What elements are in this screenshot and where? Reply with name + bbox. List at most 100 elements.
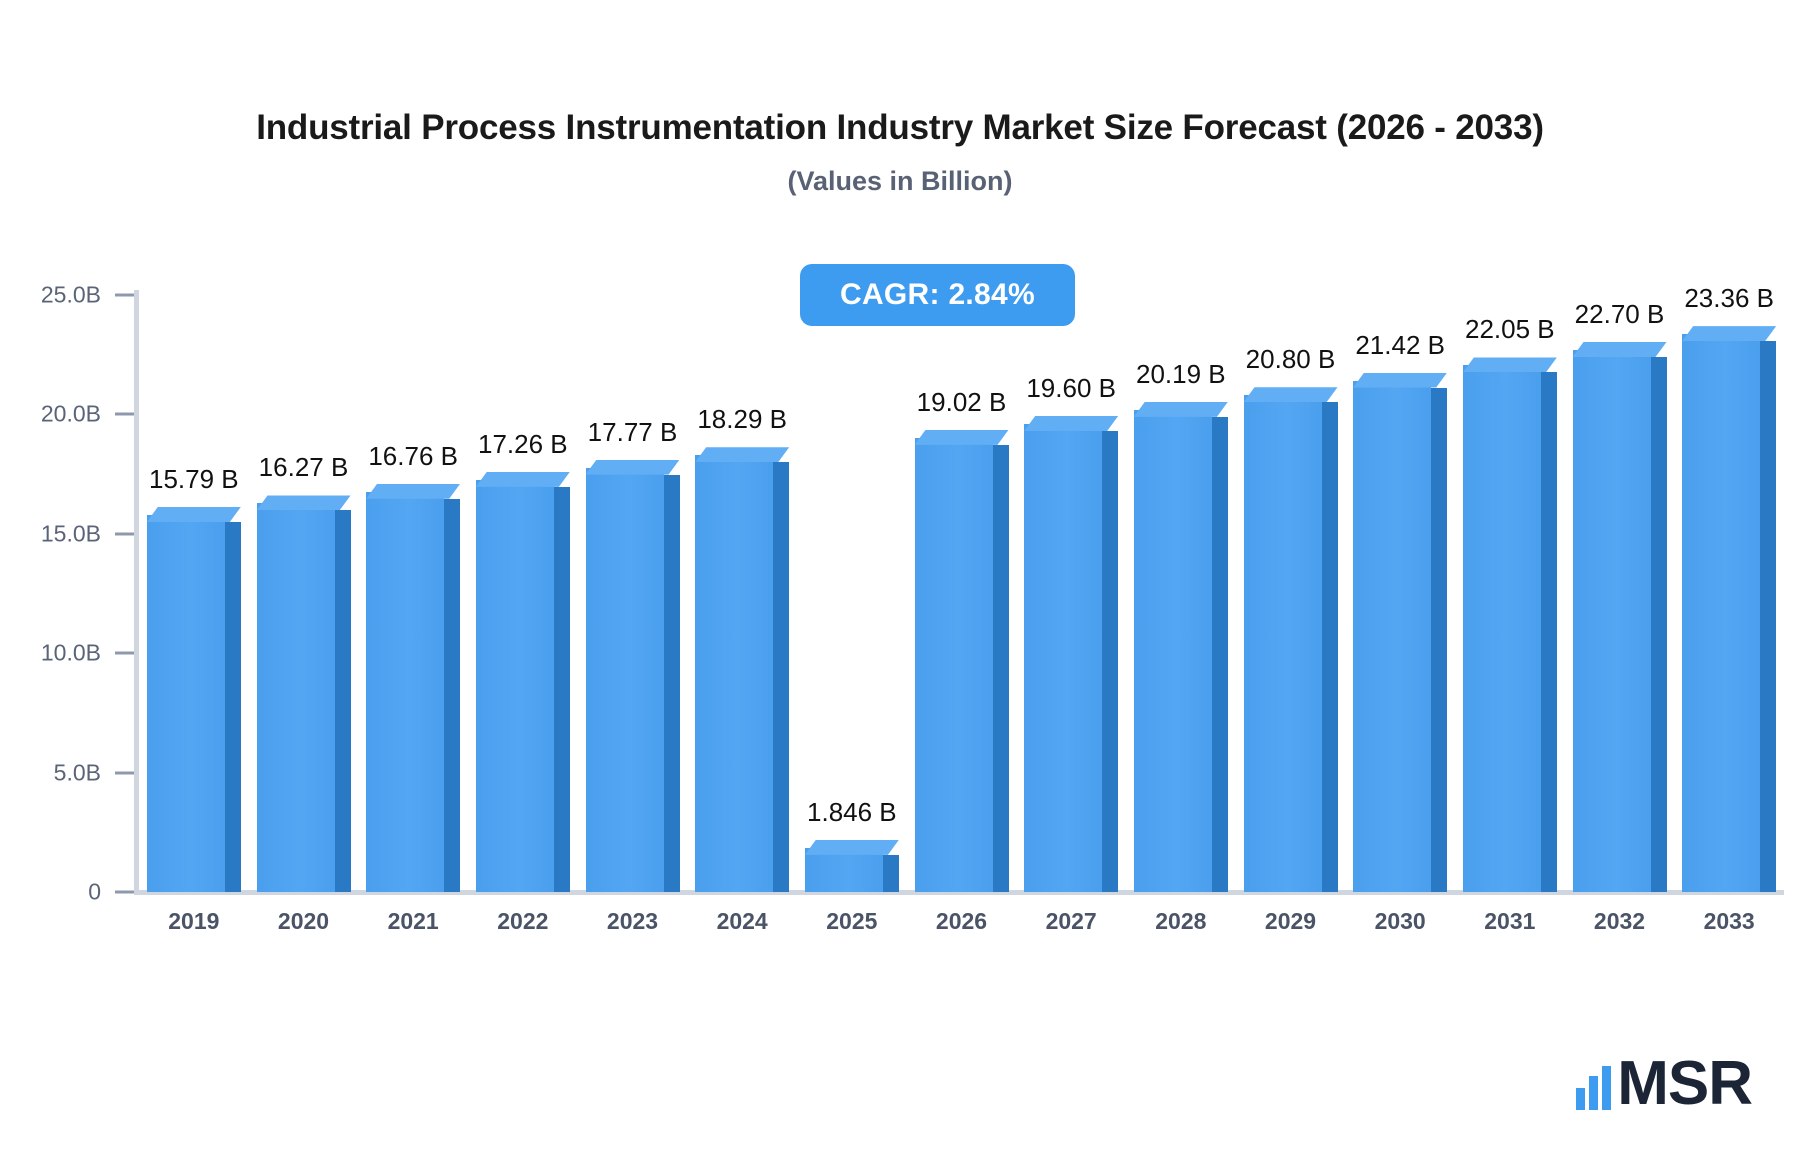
bar-front-face (475, 479, 554, 892)
bar-top-face (1462, 357, 1557, 373)
bar-side-face (1321, 402, 1338, 892)
x-axis-tick-label: 2023 (606, 908, 659, 934)
bar-group[interactable]: 17.77 B (585, 417, 680, 892)
bar-side-face (334, 510, 351, 892)
bar-front-face (146, 514, 225, 892)
bar-top-face (1572, 341, 1667, 357)
x-axis-line (134, 890, 1784, 895)
y-axis-tick: 0 (88, 879, 134, 906)
bar-group[interactable]: 1.846 B (804, 797, 899, 892)
bar-front-face (1133, 409, 1212, 892)
bar-value-label: 16.76 B (368, 440, 458, 471)
x-axis-tick-label: 2030 (1374, 908, 1426, 934)
bar-group[interactable]: 17.26 B (475, 429, 570, 892)
bar-top-face (1353, 372, 1448, 388)
bar-front-face (1243, 395, 1322, 892)
bar-group[interactable]: 21.42 B (1353, 330, 1448, 892)
bar-side-face (773, 462, 790, 892)
x-axis-tick-label: 2025 (826, 908, 878, 934)
bar-front-face (804, 847, 883, 892)
bar-value-label: 21.42 B (1355, 329, 1445, 360)
y-axis-line (134, 290, 139, 892)
bar-side-face (553, 486, 570, 892)
y-axis-tick: 5.0B (54, 759, 134, 786)
bar-group[interactable]: 15.79 B (146, 464, 241, 892)
bar-front-face (1353, 380, 1432, 892)
bar-value-label: 20.80 B (1245, 344, 1336, 375)
bar-side-face (224, 521, 241, 892)
title-block: Industrial Process Instrumentation Indus… (0, 108, 1800, 197)
bar-group[interactable]: 16.27 B (256, 452, 351, 892)
y-axis-tick-mark (115, 412, 134, 416)
y-axis-tick-label: 15.0B (40, 520, 101, 547)
bars-layer: 15.79 B 16.27 B 16.76 B 17.26 B 17.77 B 18.29… (139, 0, 1784, 1156)
bar-value-label: 19.02 B (916, 386, 1007, 417)
bar-front-face (1462, 365, 1541, 892)
bar-top-face (475, 471, 570, 487)
y-axis-tick-label: 5.0B (53, 759, 101, 786)
x-axis-tick-label: 2032 (1593, 908, 1646, 934)
bar-group[interactable]: 22.05 B (1462, 314, 1557, 892)
bar-top-face (585, 459, 680, 475)
chart-subtitle: (Values in Billion) (787, 166, 1013, 196)
bar-group[interactable]: 18.29 B (695, 404, 790, 892)
y-axis-tick: 15.0B (41, 520, 134, 547)
y-axis-tick-mark (115, 890, 134, 894)
bar-top-face (804, 839, 899, 855)
bar-top-face (695, 447, 790, 463)
bar-value-label: 22.70 B (1574, 298, 1665, 329)
bar-group[interactable]: 20.19 B (1133, 359, 1228, 892)
bar-front-face (366, 491, 445, 892)
bar-group[interactable]: 16.76 B (366, 441, 461, 892)
x-axis-tick-label: 2027 (1045, 908, 1097, 934)
bar-top-face (146, 506, 241, 522)
msr-logo: MSR (1576, 1049, 1753, 1119)
bar-front-face (1024, 423, 1103, 892)
y-axis-tick: 10.0B (41, 640, 134, 667)
bar-top-face (1243, 387, 1338, 403)
bar-top-face (366, 483, 461, 499)
bar-group[interactable]: 19.60 B (1024, 373, 1119, 892)
y-axis-tick-label: 10.0B (40, 639, 101, 666)
bar-group[interactable]: 22.70 B (1572, 299, 1667, 892)
x-axis-tick-label: 2019 (168, 908, 220, 934)
bar-value-label: 22.05 B (1465, 314, 1555, 345)
bar-value-label: 17.26 B (478, 428, 568, 459)
bar-side-face (444, 498, 461, 892)
y-axis-tick-mark (115, 293, 134, 297)
bar-top-face (1682, 326, 1777, 342)
bar-side-face (1760, 341, 1777, 892)
y-axis-tick-mark (115, 771, 134, 775)
bar-side-face (663, 474, 680, 892)
bar-value-label: 1.846 B (807, 796, 897, 827)
x-axis-tick-label: 2022 (497, 908, 549, 934)
y-axis-tick-label: 0 (88, 878, 101, 905)
bar-side-face (1650, 356, 1667, 892)
bar-value-label: 23.36 B (1684, 283, 1774, 314)
bar-side-face (882, 854, 899, 892)
bar-group[interactable]: 20.80 B (1243, 344, 1338, 892)
bar-front-face (695, 455, 774, 892)
x-axis-tick-label: 2024 (716, 908, 768, 934)
bar-side-face (992, 444, 1009, 892)
cagr-badge: CAGR: 2.84% (800, 264, 1075, 326)
bar-front-face (914, 437, 993, 892)
x-axis-tick-label: 2029 (1264, 908, 1317, 934)
y-axis-tick: 25.0B (41, 282, 134, 309)
x-axis-tick-label: 2020 (277, 908, 330, 934)
bar-group[interactable]: 19.02 B (914, 387, 1009, 892)
bar-front-face (256, 503, 335, 892)
y-axis-tick-mark (115, 532, 134, 536)
x-axis-tick-label: 2021 (387, 908, 439, 934)
bar-side-face (1540, 372, 1557, 892)
bar-side-face (1102, 430, 1119, 892)
bar-top-face (1024, 415, 1119, 431)
bar-front-face (585, 467, 664, 892)
x-axis-tick-label: 2028 (1155, 908, 1207, 934)
chart-title: Industrial Process Instrumentation Indus… (256, 108, 1544, 147)
x-axis-tick-label: 2033 (1703, 908, 1755, 934)
bar-front-face (1572, 349, 1651, 892)
bar-group[interactable]: 23.36 B (1682, 283, 1777, 892)
logo-text: MSR (1617, 1049, 1753, 1119)
